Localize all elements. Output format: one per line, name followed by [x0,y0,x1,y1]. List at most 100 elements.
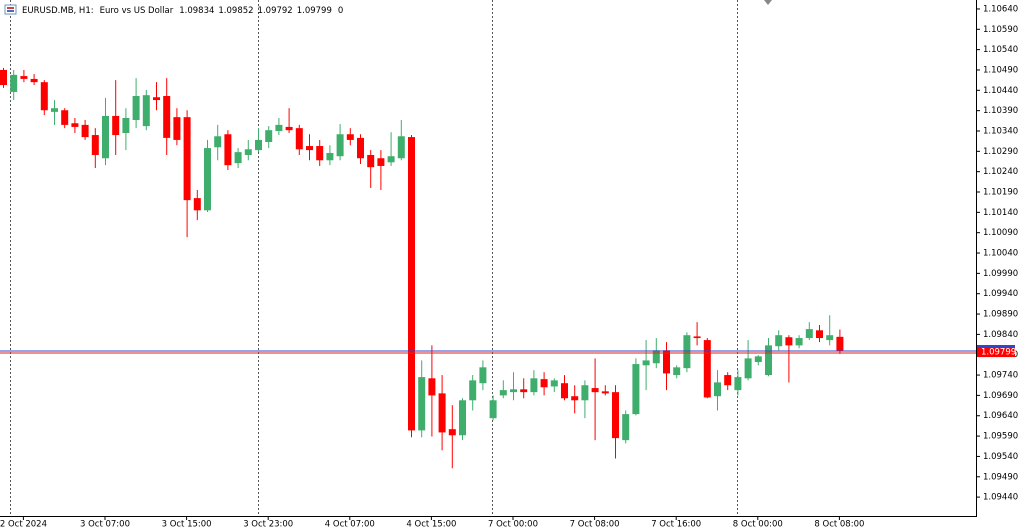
y-tick-label: 1.09540 [983,452,1018,462]
candle-body [540,379,548,388]
candle-body [275,124,283,131]
candle-body [816,330,823,339]
x-tick-label: 4 Oct 15:00 [406,520,456,530]
y-tick-label: 1.10240 [983,167,1018,177]
candle-body [622,414,630,441]
y-tick-label: 1.10540 [983,45,1018,55]
candle-body [0,69,7,86]
candle-body [306,146,313,151]
candle-body [61,110,69,125]
candle-body [173,117,181,140]
candle-body [642,360,650,366]
x-tick-label: 3 Oct 23:00 [243,520,293,530]
last-price-label: 1.09799 [981,348,1016,358]
candle-body [81,124,89,138]
candle-body [530,378,538,393]
candle-body [30,78,38,83]
candle-body [724,375,732,386]
header-volume: 0 [338,6,343,16]
candle-body [826,335,834,341]
y-tick-label: 1.09840 [983,330,1018,340]
x-tick-label: 7 Oct 00:00 [488,520,538,530]
y-tick-label: 1.09440 [983,493,1018,503]
candle-body [601,391,609,394]
y-tick-label: 1.10640 [983,4,1018,14]
candle-body [785,337,793,346]
candle-body [418,377,426,431]
y-tick-label: 1.09490 [983,472,1018,482]
x-tick-label: 4 Oct 07:00 [325,520,375,530]
candle-body [836,336,844,352]
candle-body [703,340,711,398]
symbol: EURUSD.MB, H1: [22,6,94,16]
candle-body [469,380,477,401]
candle-body [571,396,579,401]
candle-body [734,377,742,391]
candle-body [714,382,721,397]
y-tick-label: 1.09890 [983,310,1018,320]
last-price-box [977,345,1015,358]
y-tick-label: 1.10590 [983,25,1018,35]
y-tick-label: 1.09990 [983,269,1018,279]
candle-body [550,380,558,387]
header-high: 1.09852 [218,6,253,16]
candle-body [255,139,262,151]
y-tick-label: 1.09640 [983,411,1018,421]
symbol-icon [4,4,17,15]
candle-body [326,152,334,161]
candle-body [438,393,446,433]
y-tick-label: 1.09690 [983,391,1018,401]
y-tick-label: 1.09590 [983,432,1018,442]
header-low: 1.09792 [258,6,293,16]
candle-body [561,383,568,399]
candle-body [285,126,293,131]
candle-body [102,115,109,159]
candle-body [10,74,18,92]
candle-body [510,389,517,393]
candle-body [744,358,752,379]
y-tick-label: 1.10440 [983,86,1018,96]
candle-body [765,345,772,376]
candle-body [754,356,762,363]
x-tick-label: 3 Oct 15:00 [162,520,212,530]
candle-body [51,108,58,112]
candle-body [224,134,232,166]
candle-body [193,198,201,211]
candle-body [71,123,79,127]
candle-body [20,76,28,79]
y-tick-label: 1.09740 [983,371,1018,381]
candle-body [40,82,48,111]
candle-body [795,338,803,346]
description: Euro vs US Dollar [100,6,174,16]
x-tick-label: 8 Oct 08:00 [814,520,864,530]
candle-body [163,96,171,138]
x-tick-label: 2 Oct 2024 [0,520,47,530]
candle-body [183,117,191,201]
candle-body [112,115,120,136]
candle-body [316,146,324,161]
candle-body [132,96,140,121]
candle-body [91,135,99,155]
header-open: 1.09834 [179,6,214,16]
shift-marker[interactable] [764,0,772,5]
candle-body [397,136,405,159]
candle-body [336,134,344,157]
last-price-edge [977,345,1015,348]
candle-body [346,134,354,140]
y-tick-label: 1.10390 [983,106,1018,116]
candle-body [479,367,487,384]
y-tick-label: 1.10290 [983,147,1018,157]
y-tick-label: 1.09940 [983,289,1018,299]
candle-body [122,117,130,134]
y-tick-label: 1.10190 [983,188,1018,198]
candle-body [499,390,507,396]
x-tick-label: 7 Oct 16:00 [651,520,701,530]
candle-body [142,95,150,127]
candle-body [295,128,303,150]
candle-body [234,152,242,164]
candle-body [805,329,813,339]
y-tick-label: 1.10090 [983,228,1018,238]
